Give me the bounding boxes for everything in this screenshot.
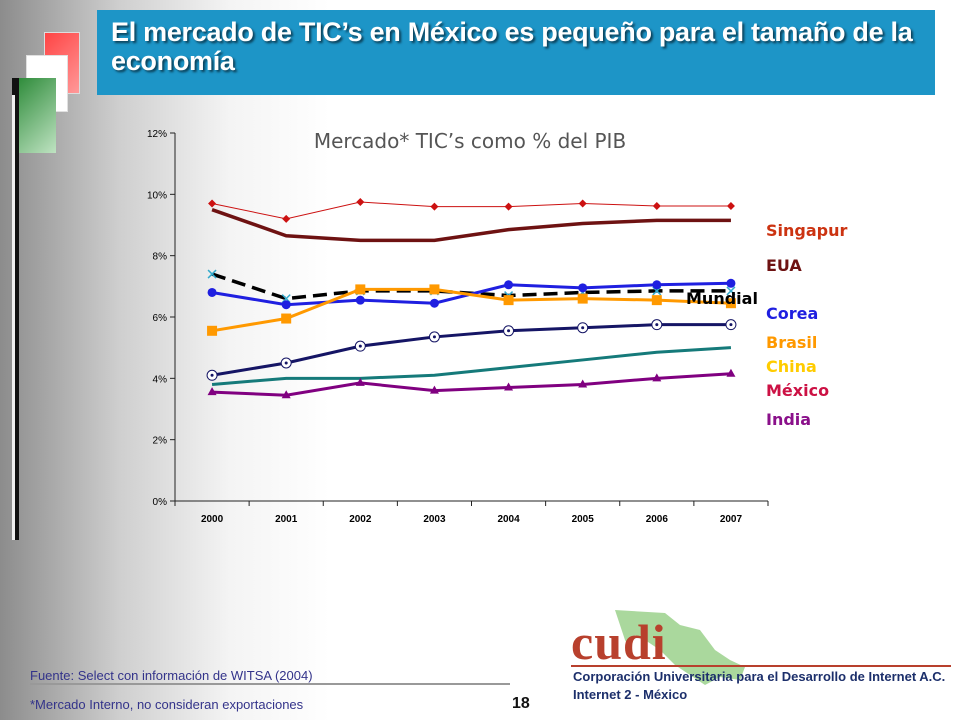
data-point bbox=[578, 379, 588, 388]
data-point bbox=[356, 198, 365, 206]
series-label: Corea bbox=[766, 304, 818, 323]
data-point bbox=[208, 199, 217, 208]
source-note: Fuente: Select con información de WITSA … bbox=[30, 668, 313, 683]
title-banner: El mercado de TIC’s en México es pequeño… bbox=[97, 10, 935, 95]
x-tick-label: 2003 bbox=[423, 514, 446, 525]
data-point bbox=[578, 283, 588, 293]
data-point bbox=[578, 199, 587, 208]
data-point bbox=[281, 313, 292, 324]
series-label: Mundial bbox=[686, 289, 758, 308]
data-point bbox=[432, 335, 436, 339]
data-point bbox=[429, 298, 439, 308]
data-point bbox=[282, 214, 291, 223]
y-tick-label: 0% bbox=[153, 497, 168, 508]
series-line bbox=[212, 372, 732, 397]
data-point bbox=[207, 387, 217, 396]
data-point bbox=[577, 293, 588, 304]
data-point bbox=[504, 280, 514, 290]
data-point bbox=[358, 344, 362, 348]
logo-org-name: Corporación Universitaria para el Desarr… bbox=[573, 669, 946, 684]
y-tick-label: 2% bbox=[153, 436, 168, 447]
data-point bbox=[652, 373, 662, 382]
x-tick-label: 2004 bbox=[497, 514, 520, 525]
decorative-vertical-bar bbox=[12, 78, 19, 540]
x-tick-label: 2000 bbox=[201, 514, 224, 525]
data-point bbox=[652, 201, 661, 210]
series-label: India bbox=[766, 410, 811, 429]
data-point bbox=[655, 323, 659, 327]
data-point bbox=[729, 323, 733, 327]
data-point bbox=[725, 298, 736, 309]
data-point bbox=[507, 329, 511, 333]
decorative-vertical-bar-highlight bbox=[12, 95, 15, 540]
data-point bbox=[726, 201, 735, 210]
series-label: Singapur bbox=[766, 221, 847, 240]
data-point bbox=[504, 202, 513, 211]
data-point bbox=[210, 373, 214, 377]
footnote: *Mercado Interno, no consideran exportac… bbox=[30, 697, 304, 712]
logo-wordmark: cudi bbox=[571, 614, 667, 670]
x-tick-label: 2001 bbox=[275, 514, 298, 525]
data-point bbox=[281, 390, 291, 399]
data-point bbox=[207, 269, 217, 279]
series-label: EUA bbox=[766, 256, 802, 275]
slide-title: El mercado de TIC’s en México es pequeño… bbox=[111, 17, 913, 76]
series-line bbox=[211, 323, 731, 377]
data-point bbox=[430, 202, 439, 211]
data-point bbox=[207, 325, 218, 336]
series-line bbox=[211, 201, 731, 220]
decorative-green-square bbox=[18, 78, 56, 153]
series-label: México bbox=[766, 381, 829, 400]
data-point bbox=[726, 286, 736, 296]
data-point bbox=[652, 280, 662, 290]
data-point bbox=[429, 385, 439, 394]
x-tick-label: 2002 bbox=[349, 514, 372, 525]
data-point bbox=[429, 284, 440, 295]
y-tick-label: 10% bbox=[147, 190, 167, 201]
y-tick-label: 6% bbox=[153, 313, 168, 324]
logo-rule bbox=[571, 665, 951, 667]
data-point bbox=[281, 300, 291, 310]
data-point bbox=[726, 368, 736, 377]
footnote-divider bbox=[30, 683, 510, 685]
y-tick-label: 8% bbox=[153, 252, 168, 263]
series-label: Brasil bbox=[766, 333, 817, 352]
data-point bbox=[355, 284, 366, 295]
data-point bbox=[207, 287, 217, 297]
chart-title: Mercado* TIC’s como % del PIB bbox=[314, 129, 626, 153]
data-point bbox=[284, 361, 288, 365]
data-point bbox=[726, 278, 736, 288]
x-tick-label: 2005 bbox=[572, 514, 595, 525]
series-label: China bbox=[766, 357, 817, 376]
data-point bbox=[651, 295, 662, 306]
x-tick-label: 2007 bbox=[720, 514, 743, 525]
series-line bbox=[211, 287, 731, 333]
x-tick-label: 2006 bbox=[646, 514, 669, 525]
data-point bbox=[581, 326, 585, 330]
data-point bbox=[504, 382, 514, 391]
page-number: 18 bbox=[512, 695, 530, 712]
series-line bbox=[211, 208, 731, 243]
series-line bbox=[211, 346, 732, 386]
data-point bbox=[503, 295, 514, 306]
logo-subtitle: Internet 2 - México bbox=[573, 687, 688, 702]
data-point bbox=[355, 295, 365, 305]
y-tick-label: 12% bbox=[147, 129, 167, 140]
data-point bbox=[355, 377, 365, 386]
y-tick-label: 4% bbox=[153, 374, 168, 385]
cudi-logo: cudi Corporación Universitaria para el D… bbox=[565, 605, 955, 715]
